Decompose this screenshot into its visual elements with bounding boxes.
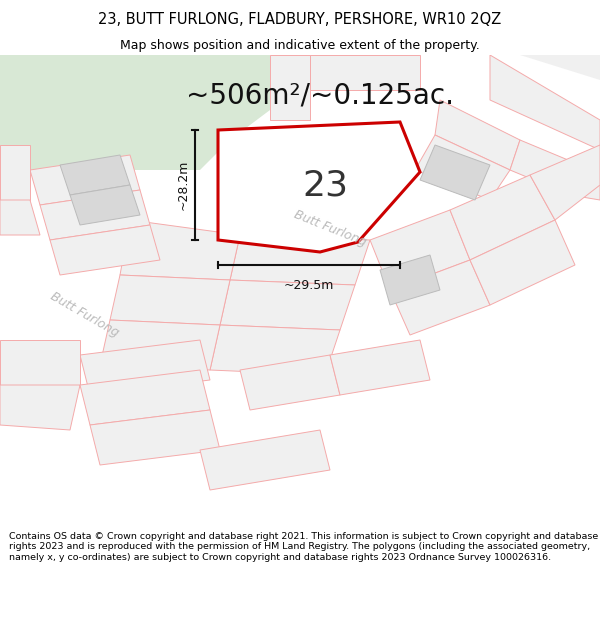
Polygon shape: [420, 145, 490, 200]
Polygon shape: [200, 430, 330, 490]
Polygon shape: [50, 225, 160, 275]
Polygon shape: [0, 145, 30, 200]
Polygon shape: [415, 135, 510, 200]
Polygon shape: [240, 355, 340, 410]
Polygon shape: [435, 100, 520, 170]
Polygon shape: [380, 255, 440, 305]
Polygon shape: [110, 275, 230, 325]
Polygon shape: [60, 155, 130, 195]
Polygon shape: [0, 385, 80, 430]
Text: ~29.5m: ~29.5m: [284, 279, 334, 292]
Polygon shape: [450, 175, 555, 260]
Polygon shape: [0, 340, 80, 385]
Text: ~28.2m: ~28.2m: [176, 160, 190, 210]
Polygon shape: [0, 55, 270, 140]
Text: Contains OS data © Crown copyright and database right 2021. This information is : Contains OS data © Crown copyright and d…: [9, 532, 598, 562]
Polygon shape: [310, 55, 420, 90]
Polygon shape: [330, 340, 430, 395]
Polygon shape: [510, 140, 580, 195]
Polygon shape: [390, 260, 490, 335]
Polygon shape: [0, 140, 230, 170]
Polygon shape: [270, 145, 335, 190]
Polygon shape: [520, 55, 600, 80]
Polygon shape: [90, 410, 220, 465]
Polygon shape: [270, 55, 310, 120]
Polygon shape: [30, 155, 140, 205]
Text: ~506m²/~0.125ac.: ~506m²/~0.125ac.: [186, 81, 454, 109]
Polygon shape: [80, 340, 210, 395]
Polygon shape: [210, 325, 340, 375]
Polygon shape: [490, 55, 600, 150]
Polygon shape: [120, 220, 240, 280]
Polygon shape: [218, 122, 420, 252]
Polygon shape: [0, 200, 40, 235]
Polygon shape: [100, 320, 220, 370]
Polygon shape: [370, 210, 470, 290]
Polygon shape: [530, 145, 600, 220]
Text: 23, BUTT FURLONG, FLADBURY, PERSHORE, WR10 2QZ: 23, BUTT FURLONG, FLADBURY, PERSHORE, WR…: [98, 12, 502, 27]
Polygon shape: [220, 280, 355, 330]
Polygon shape: [40, 190, 150, 240]
Text: Butt Furlong: Butt Furlong: [292, 208, 368, 248]
Text: 23: 23: [302, 168, 348, 202]
Polygon shape: [570, 165, 600, 200]
Polygon shape: [470, 220, 575, 305]
Text: Butt Furlong: Butt Furlong: [49, 290, 122, 340]
Polygon shape: [70, 185, 140, 225]
Polygon shape: [80, 370, 210, 425]
Polygon shape: [230, 235, 370, 285]
Text: Map shows position and indicative extent of the property.: Map shows position and indicative extent…: [120, 39, 480, 51]
